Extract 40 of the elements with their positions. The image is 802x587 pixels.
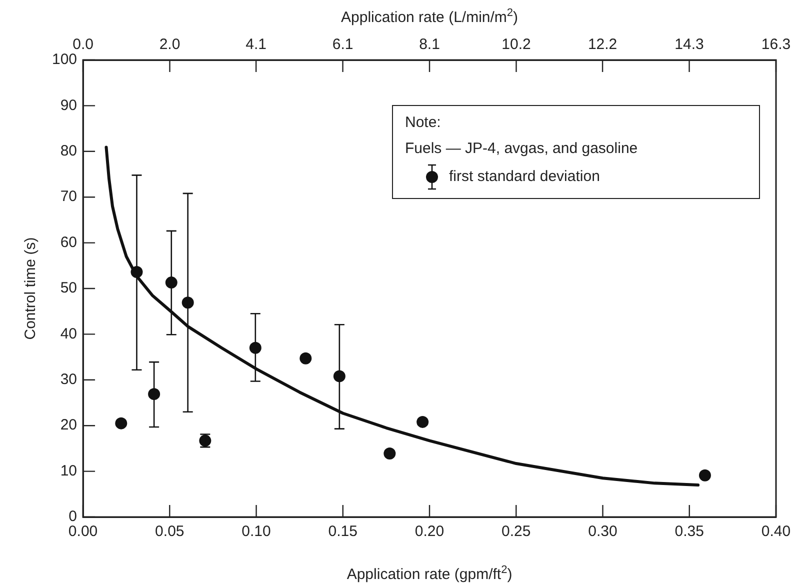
x-tick-label: 0.30: [588, 523, 618, 540]
annotation: Fuels — JP-4, avgas, and gasoline: [405, 139, 639, 159]
point: [300, 352, 312, 364]
y-axis-title: Control time (s): [22, 237, 40, 340]
x2-tick-label: 12.2: [588, 36, 618, 54]
x-tick-label: 0.05: [155, 523, 184, 540]
x-tick-label: 0.35: [674, 523, 704, 540]
legend-title: Note:: [405, 113, 442, 133]
point: [333, 370, 346, 382]
y-tick-label: 100: [52, 51, 78, 68]
x-tick-label: 0.25: [502, 523, 531, 540]
point: [384, 447, 396, 460]
y-tick-label: 0: [68, 508, 78, 526]
y-tick-label: 30: [60, 371, 78, 388]
x-tick-label: 0.15: [328, 523, 358, 540]
y-tick-label: 40: [60, 325, 78, 342]
x-tick-label: 0.00: [68, 523, 98, 540]
y-tick-label: 60: [60, 234, 78, 251]
x2-tick-label: 6.1: [332, 36, 354, 54]
y-tick-label: 70: [60, 188, 78, 206]
point: [698, 469, 711, 482]
legend-label: first standard deviation: [449, 167, 600, 187]
point: [148, 388, 160, 400]
x2-tick-label: 8.1: [419, 36, 440, 54]
x2-tick-label: 2.0: [159, 36, 180, 54]
x-tick-label: 0.40: [761, 523, 791, 540]
y-tick-label: 50: [60, 280, 78, 297]
point: [416, 416, 429, 428]
y-tick-label: 90: [60, 96, 78, 114]
y-tick-label: 10: [60, 462, 78, 480]
y-tick-label: 80: [60, 142, 78, 160]
x2-tick-label: 4.1: [246, 36, 266, 54]
point: [115, 417, 128, 430]
x2-tick-label: 16.3: [761, 36, 791, 54]
x-tick-label: 0.20: [414, 523, 444, 540]
x-tick-label: 0.10: [242, 523, 271, 540]
y-tick-label: 20: [60, 416, 78, 434]
x2-tick-label: 10.2: [502, 36, 531, 54]
x2-tick-label: 14.3: [674, 36, 704, 54]
x2-tick-label: 0.0: [72, 36, 94, 54]
